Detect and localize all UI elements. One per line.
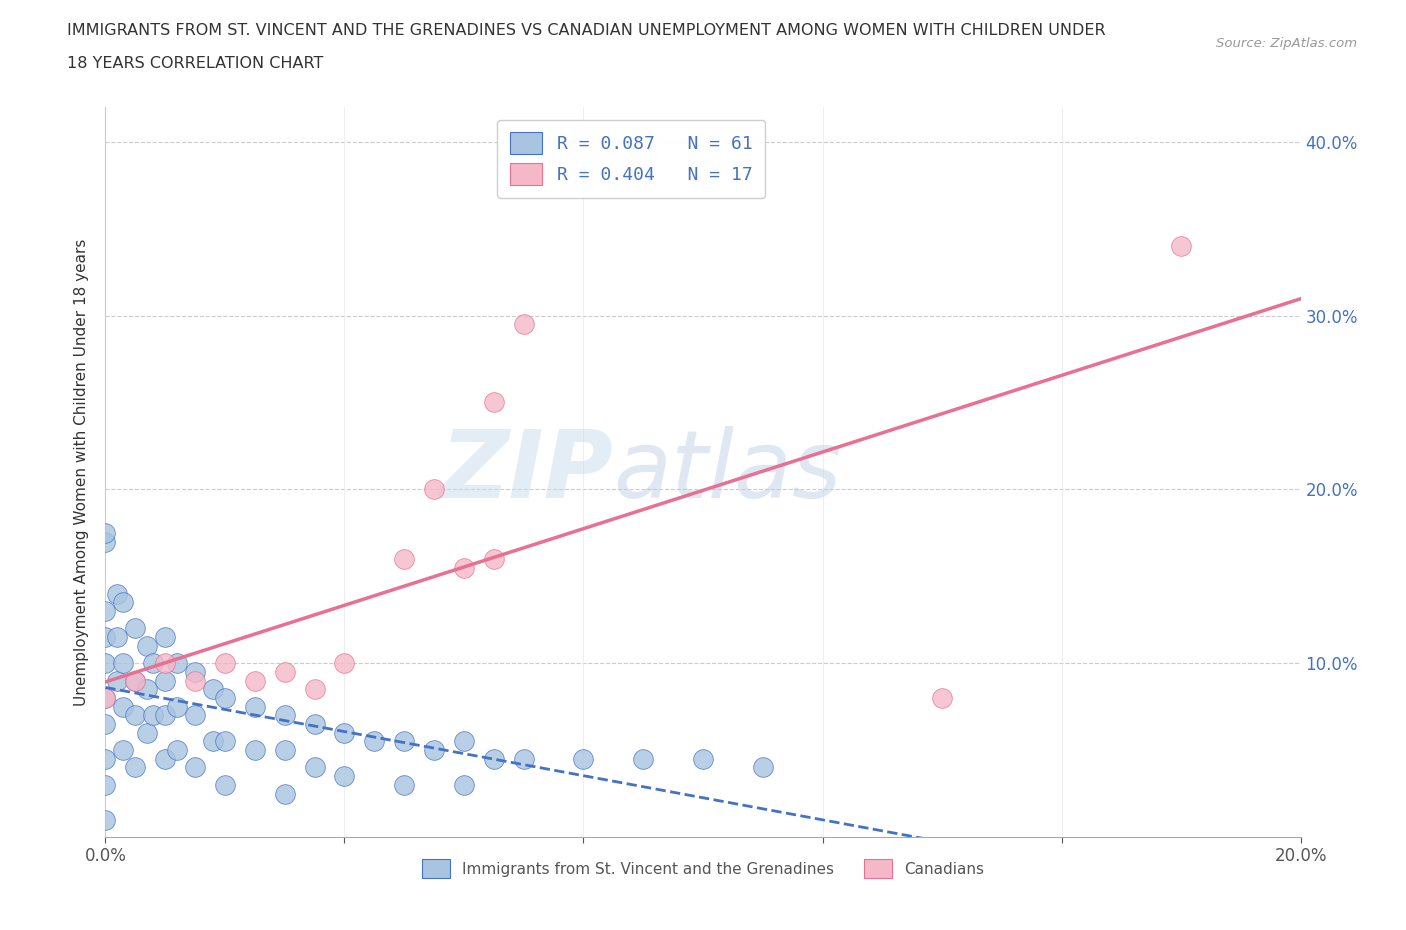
Point [304, 682, 326, 697]
Point [482, 395, 505, 410]
Point [136, 725, 159, 740]
Point [692, 751, 714, 766]
Point [94, 525, 117, 540]
Point [107, 630, 129, 644]
Point [136, 638, 159, 653]
Point [214, 690, 236, 705]
Point [363, 734, 385, 749]
Point [112, 656, 135, 671]
Point [202, 682, 225, 697]
Point [513, 317, 536, 332]
Point [107, 586, 129, 601]
Point [124, 673, 146, 688]
Point [214, 656, 236, 671]
Point [184, 760, 207, 775]
Text: IMMIGRANTS FROM ST. VINCENT AND THE GRENADINES VS CANADIAN UNEMPLOYMENT AMONG WO: IMMIGRANTS FROM ST. VINCENT AND THE GREN… [67, 23, 1107, 38]
Point [166, 743, 188, 758]
Point [304, 717, 326, 732]
Point [94, 717, 117, 732]
Point [124, 621, 146, 636]
Point [166, 699, 188, 714]
Point [513, 751, 536, 766]
Point [333, 769, 356, 784]
Point [184, 673, 207, 688]
Point [112, 743, 135, 758]
Point [166, 656, 188, 671]
Text: ZIP: ZIP [440, 426, 613, 518]
Point [482, 551, 505, 566]
Point [155, 708, 177, 723]
Point [124, 760, 146, 775]
Point [112, 699, 135, 714]
Point [243, 673, 266, 688]
Point [394, 551, 416, 566]
Point [155, 630, 177, 644]
Point [453, 777, 475, 792]
Point [124, 673, 146, 688]
Point [184, 708, 207, 723]
Point [243, 699, 266, 714]
Point [273, 743, 295, 758]
Point [214, 734, 236, 749]
Point [94, 777, 117, 792]
Point [633, 751, 655, 766]
Point [333, 725, 356, 740]
Point [273, 708, 295, 723]
Point [155, 751, 177, 766]
Point [202, 734, 225, 749]
Point [453, 560, 475, 575]
Point [94, 690, 117, 705]
Point [304, 760, 326, 775]
Legend: Immigrants from St. Vincent and the Grenadines, Canadians: Immigrants from St. Vincent and the Gren… [416, 853, 990, 884]
Point [243, 743, 266, 758]
Text: atlas: atlas [613, 427, 842, 517]
Point [142, 708, 165, 723]
Point [751, 760, 773, 775]
Point [184, 664, 207, 679]
Point [94, 751, 117, 766]
Text: 18 YEARS CORRELATION CHART: 18 YEARS CORRELATION CHART [67, 56, 323, 71]
Point [94, 534, 117, 549]
Point [333, 656, 356, 671]
Point [273, 664, 295, 679]
Point [94, 630, 117, 644]
Point [94, 812, 117, 827]
Point [394, 777, 416, 792]
Point [423, 482, 446, 497]
Point [931, 690, 953, 705]
Point [155, 656, 177, 671]
Point [124, 708, 146, 723]
Point [142, 656, 165, 671]
Point [394, 734, 416, 749]
Point [423, 743, 446, 758]
Point [214, 777, 236, 792]
Point [136, 682, 159, 697]
Point [94, 604, 117, 618]
Text: Source: ZipAtlas.com: Source: ZipAtlas.com [1216, 37, 1357, 50]
Point [273, 786, 295, 801]
Y-axis label: Unemployment Among Women with Children Under 18 years: Unemployment Among Women with Children U… [75, 238, 90, 706]
Point [107, 673, 129, 688]
Point [572, 751, 595, 766]
Point [453, 734, 475, 749]
Point [94, 690, 117, 705]
Point [94, 656, 117, 671]
Point [155, 673, 177, 688]
Point [1170, 239, 1192, 254]
Point [112, 595, 135, 610]
Point [482, 751, 505, 766]
